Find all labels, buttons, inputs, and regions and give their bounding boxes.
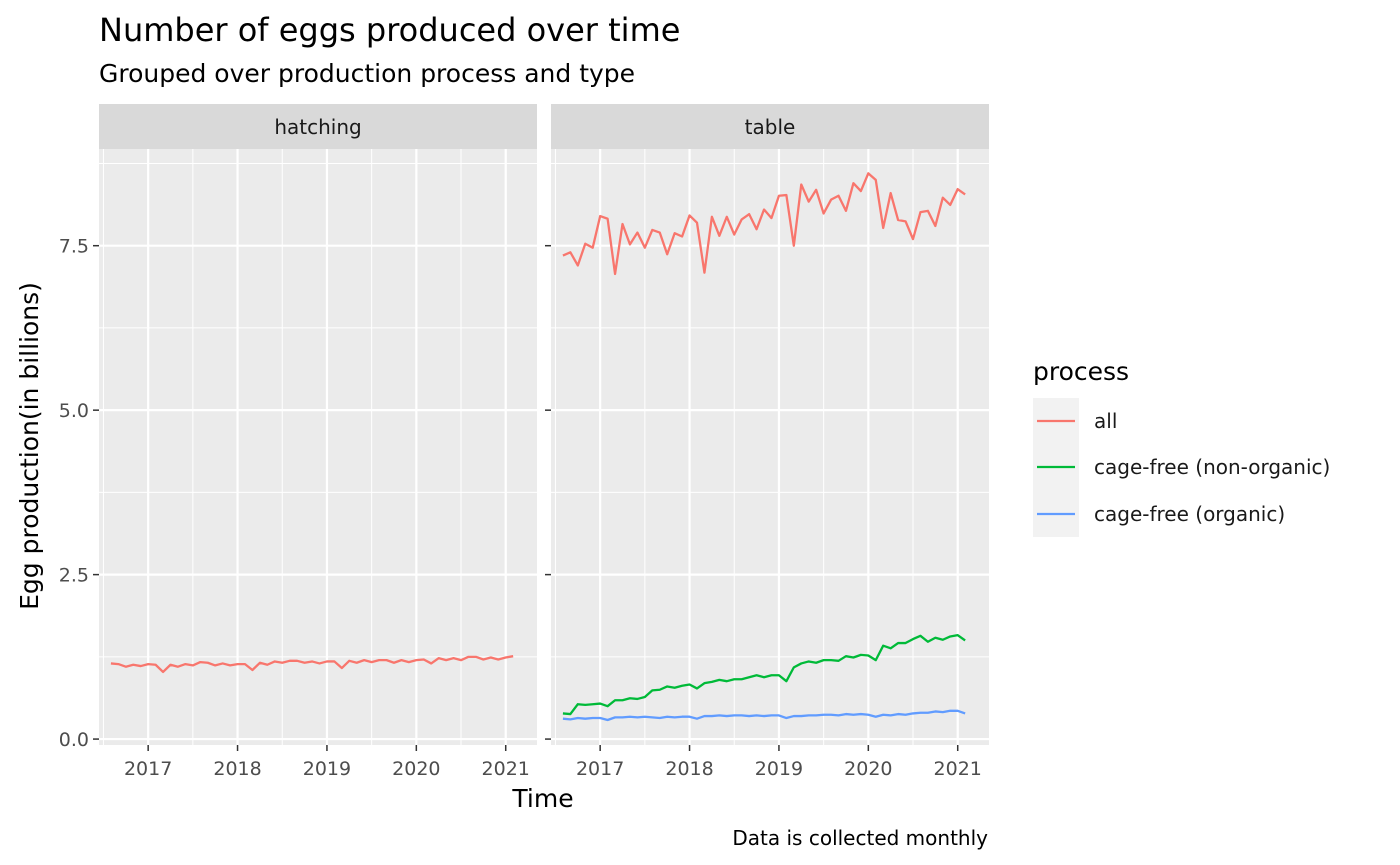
legend-label: cage-free (organic): [1094, 502, 1285, 526]
facet-strip: [99, 104, 537, 149]
x-tick-label: 2020: [844, 758, 892, 780]
chart-title: Number of eggs produced over time: [99, 11, 680, 49]
facet-panels: hatching 2017 2018 2019 2020 2021 0.0 2.5 5.0 7.5…: [59, 104, 989, 780]
x-axis-label: Time: [511, 784, 573, 813]
x-tick-label: 2019: [755, 758, 803, 780]
y-tick-label: 5.0: [59, 400, 89, 422]
x-tick-label: 2020: [392, 758, 440, 780]
x-tick-label: 2017: [576, 758, 624, 780]
x-tick-label: 2018: [665, 758, 713, 780]
series-line-table-cage-free-organic: [562, 709, 966, 722]
x-tick-label: 2019: [303, 758, 351, 780]
facet-strip: [551, 104, 989, 149]
series-line-hatching-all: [110, 655, 514, 674]
y-tick-label: 7.5: [59, 236, 89, 258]
panel-background: [99, 149, 537, 745]
y-tick-label: 0.0: [59, 729, 89, 751]
y-axis-label: Egg production(in billions): [15, 282, 44, 610]
panel-background: [551, 149, 989, 745]
facet-panel-hatching: hatching 2017 2018 2019 2020 2021 0.0 2.5 5.0 7.5: [59, 104, 537, 780]
legend-label: cage-free (non-organic): [1094, 455, 1330, 479]
legend-title: process: [1033, 357, 1129, 386]
x-tick-label: 2017: [124, 758, 172, 780]
facet-strip-label: hatching: [274, 115, 361, 139]
y-tick-label: 2.5: [59, 565, 89, 587]
series-line-table-cage-free-non-organic: [562, 633, 966, 716]
x-tick-label: 2021: [934, 758, 982, 780]
chart-subtitle: Grouped over production process and type: [99, 59, 635, 88]
x-tick-label: 2021: [482, 758, 530, 780]
x-tick-label: 2018: [213, 758, 261, 780]
facet-strip-label: table: [745, 115, 796, 139]
legend: process all cage-free (non-organic) cage-f…: [1033, 357, 1330, 537]
facet-panel-table: table 2017 2018 2019 2020 2021: [545, 104, 989, 780]
chart-caption: Data is collected monthly: [732, 826, 988, 850]
legend-label: all: [1094, 409, 1117, 433]
series-line-table-all: [562, 172, 966, 276]
